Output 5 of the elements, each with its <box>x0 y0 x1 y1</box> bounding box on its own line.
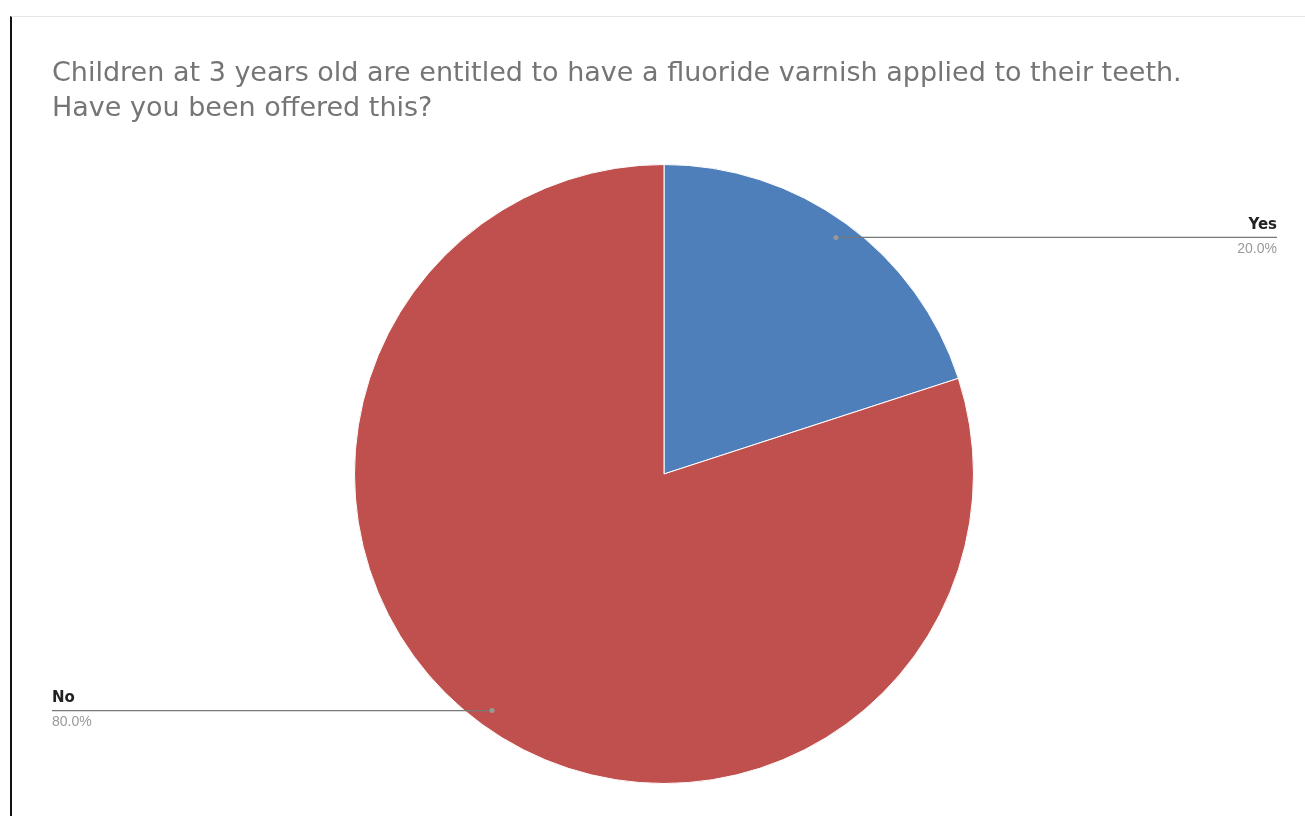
slice-label: Yes <box>1247 214 1278 233</box>
data-label: 80.0% <box>52 713 92 730</box>
slice-label: No <box>52 688 75 707</box>
chart-title: Children at 3 years old are entitled to have a fluoride varnish applied to their teeth. Have you been offered this? <box>52 55 1183 124</box>
data-label: 20.0% <box>1237 240 1277 257</box>
